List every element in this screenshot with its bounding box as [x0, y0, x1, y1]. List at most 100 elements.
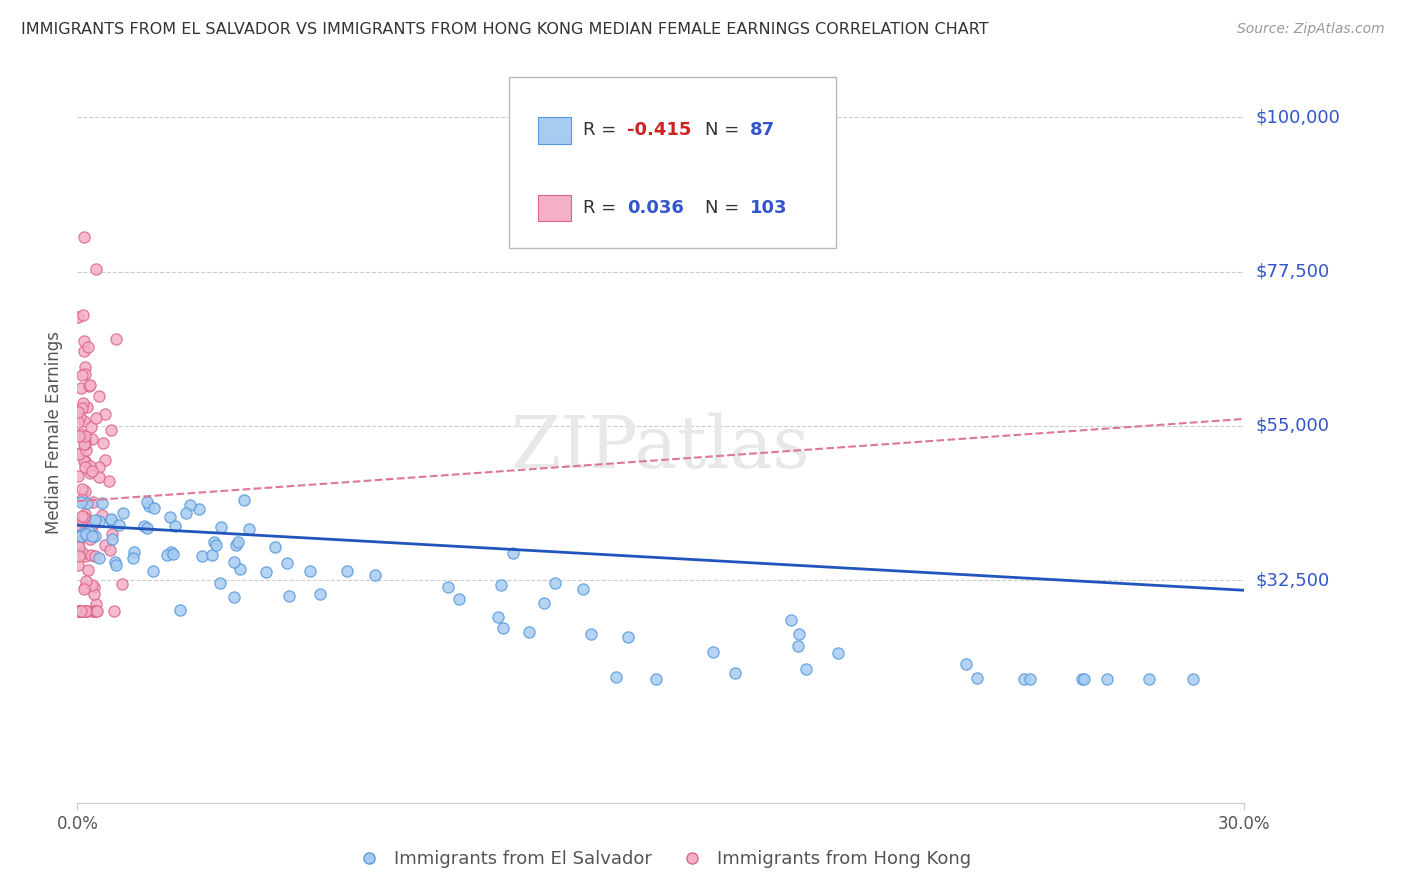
Point [84, 604, 107, 618]
Point [79, 533, 101, 547]
Point [702, 645, 724, 659]
Point [644, 673, 666, 687]
Point [533, 596, 555, 610]
Point [67, 538, 90, 552]
Point [94, 538, 117, 552]
Point [101, 526, 124, 541]
Point [91, 496, 114, 510]
Point [70, 368, 93, 382]
Point [190, 549, 212, 563]
Point [492, 621, 515, 635]
Point [77, 563, 100, 577]
Point [70, 482, 93, 496]
Point [489, 578, 512, 592]
Text: $55,000: $55,000 [1256, 417, 1330, 434]
Text: N =: N = [706, 199, 745, 217]
Point [179, 498, 201, 512]
Point [72, 514, 94, 528]
Point [502, 546, 524, 560]
Point [73, 367, 96, 381]
Point [76, 604, 98, 618]
Point [72, 510, 94, 524]
Point [87, 550, 110, 565]
Point [86, 604, 108, 618]
Point [72, 308, 94, 322]
Point [486, 609, 509, 624]
Point [75, 549, 97, 563]
Point [83, 587, 105, 601]
Point [299, 564, 322, 578]
Point [605, 669, 627, 683]
Text: ZIPatlas: ZIPatlas [510, 412, 811, 483]
Point [73, 343, 96, 358]
Point [84, 529, 107, 543]
Text: N =: N = [706, 121, 745, 139]
Point [79, 467, 101, 481]
Point [84, 604, 107, 618]
Point [70, 526, 93, 541]
Point [89, 469, 111, 483]
Point [254, 565, 277, 579]
Point [222, 555, 245, 569]
Point [73, 580, 96, 594]
Point [79, 377, 101, 392]
Point [82, 578, 104, 592]
Point [67, 604, 90, 618]
Point [176, 506, 198, 520]
Bar [538, 194, 571, 221]
Point [90, 508, 112, 522]
Point [66, 536, 89, 550]
Point [955, 657, 977, 671]
Point [80, 548, 103, 562]
Point [437, 580, 460, 594]
Point [201, 548, 224, 562]
Point [75, 604, 97, 618]
Point [787, 626, 810, 640]
Point [1137, 673, 1160, 687]
Point [827, 646, 849, 660]
Point [263, 540, 285, 554]
Point [517, 625, 540, 640]
Point [209, 520, 232, 534]
Point [169, 603, 191, 617]
Legend: Immigrants from El Salvador, Immigrants from Hong Kong: Immigrants from El Salvador, Immigrants … [343, 843, 979, 875]
Point [70, 604, 93, 618]
Point [111, 506, 134, 520]
Point [142, 564, 165, 578]
Point [72, 546, 94, 560]
Point [69, 446, 91, 460]
Point [73, 434, 96, 449]
Point [67, 405, 90, 419]
Point [98, 542, 121, 557]
Point [796, 662, 818, 676]
Text: 0.036: 0.036 [627, 199, 683, 217]
Point [70, 401, 93, 415]
Point [83, 513, 105, 527]
Point [66, 543, 89, 558]
Point [162, 547, 184, 561]
Point [103, 604, 125, 618]
Point [94, 407, 117, 421]
Point [780, 613, 803, 627]
Point [94, 453, 117, 467]
Point [73, 414, 96, 428]
Point [276, 556, 298, 570]
Bar [538, 117, 571, 144]
Point [76, 496, 98, 510]
Point [336, 564, 359, 578]
Point [67, 447, 90, 461]
Y-axis label: Median Female Earnings: Median Female Earnings [45, 331, 63, 534]
Point [67, 558, 90, 572]
Point [70, 604, 93, 618]
Point [225, 538, 247, 552]
Point [82, 432, 104, 446]
Text: Source: ZipAtlas.com: Source: ZipAtlas.com [1237, 22, 1385, 37]
Point [111, 577, 134, 591]
Point [66, 469, 89, 483]
Point [80, 524, 103, 538]
Point [138, 499, 160, 513]
Point [75, 604, 97, 618]
Point [70, 427, 93, 442]
Point [105, 333, 128, 347]
Point [202, 534, 225, 549]
